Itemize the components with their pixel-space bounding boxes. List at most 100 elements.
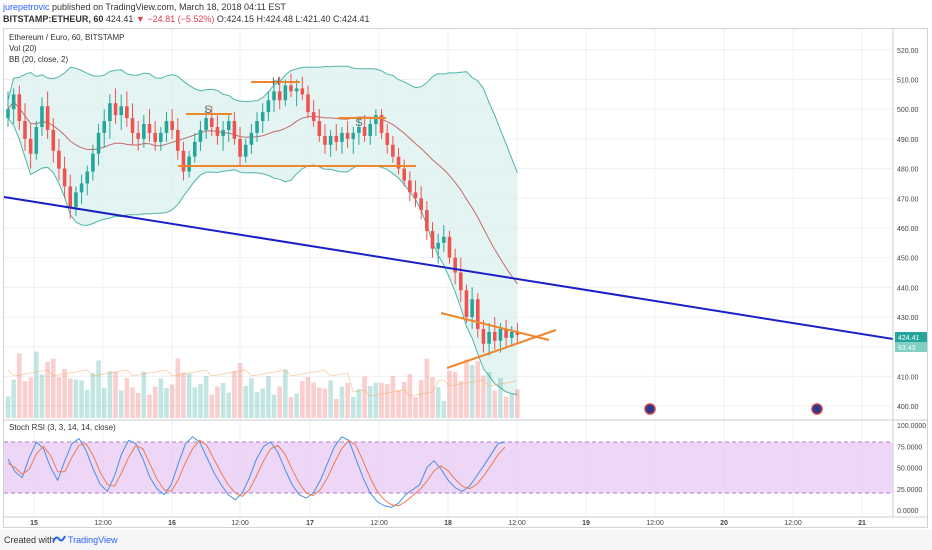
x-tick-label: 12:00 [784, 520, 802, 527]
last-price: 424.41 [105, 14, 134, 24]
author-link[interactable]: jurepetrovic [3, 2, 50, 12]
bb-fill [8, 66, 518, 395]
candle-body [362, 126, 367, 136]
candle-body [28, 138, 33, 154]
candle-body [334, 135, 339, 142]
candle-body [351, 132, 356, 139]
legend-stoch[interactable]: Stoch RSI (3, 3, 14, 14, close) [9, 423, 116, 432]
candle-body [504, 328, 508, 338]
volume-bar [113, 372, 118, 418]
x-tick-label: 12:00 [231, 520, 249, 527]
legend-volume[interactable]: Vol (20) [9, 44, 37, 53]
triangle-lower [446, 329, 557, 369]
volume-bar [164, 388, 169, 418]
candle-body [277, 91, 282, 101]
volume-bar [141, 371, 147, 418]
volume-bar [362, 376, 367, 418]
candle-body [153, 132, 157, 142]
y-tick-label: 440.00 [897, 285, 919, 292]
volume-bar [11, 379, 16, 418]
pattern-marker-label: H [272, 76, 280, 88]
tradingview-brand[interactable]: TradingView [68, 535, 118, 545]
volume-bar [56, 377, 62, 418]
change-down-icon: ▼ [135, 14, 145, 24]
volume-bar [424, 358, 430, 418]
candle-body [283, 85, 288, 101]
volume-bar [39, 374, 45, 418]
volume-bar [379, 383, 384, 418]
volume-bar [34, 351, 39, 418]
candle-body [68, 186, 73, 208]
candle-body [379, 115, 384, 133]
candle-body [396, 156, 401, 169]
volume-bar [107, 371, 113, 418]
volume-bar [84, 390, 90, 418]
candle-body [289, 85, 293, 92]
volume-bar [220, 383, 226, 418]
x-tick-label: 21 [858, 520, 866, 527]
y-tick-label: 490.00 [897, 137, 919, 144]
candle-body [475, 299, 480, 329]
volume-bar [130, 387, 135, 418]
candle-body [447, 236, 452, 258]
chart-frame [3, 28, 928, 528]
volume-bar [475, 361, 481, 418]
candle-body [357, 126, 361, 133]
x-tick-label: 12:00 [94, 520, 112, 527]
legend-bb[interactable]: BB (20, close, 2) [9, 55, 69, 64]
volume-bar [260, 388, 265, 418]
volume-bar [124, 378, 130, 418]
y-tick-label: 460.00 [897, 226, 919, 233]
volume-value-label: 63.43 [898, 345, 916, 352]
volume-bar [356, 389, 362, 418]
volume-bar [430, 377, 435, 418]
volume-bar [226, 392, 232, 418]
candle-body [391, 144, 395, 157]
volume-bar [452, 371, 458, 418]
price-axis: 520.00 510.00 500.00 490.00 480.00 470.00 460.… [892, 29, 927, 517]
volume-bar [147, 394, 152, 418]
candle-body [170, 121, 174, 130]
volume-bar [509, 393, 515, 418]
volume-bar [22, 381, 28, 418]
candle-body [57, 150, 61, 169]
volume-bar [198, 384, 203, 418]
volume-bar [367, 386, 373, 418]
volume-bar [515, 389, 520, 418]
candle-body [442, 236, 446, 243]
volume-bar [288, 397, 294, 418]
legend-title: Ethereum / Euro, 60, BITSTAMP [9, 33, 125, 42]
candle-body [413, 192, 418, 199]
candle-body [402, 168, 406, 181]
candle-body [453, 257, 457, 273]
volume-bars [5, 351, 520, 418]
volume-bar [305, 377, 311, 418]
published-text: published on TradingView.com, March 18, … [49, 2, 286, 12]
stoch-tick-label: 25.0000 [897, 487, 922, 494]
volume-bar [28, 377, 33, 418]
candle-body [51, 129, 56, 151]
candle-body [221, 129, 225, 136]
volume-bar [96, 360, 101, 418]
volume-bar [45, 362, 50, 418]
candle-body [130, 118, 135, 133]
volume-bar [62, 369, 67, 418]
candle-body [243, 144, 248, 157]
candle-body [487, 331, 491, 344]
candle-body [323, 135, 327, 145]
candle-body [345, 132, 350, 139]
ohlc-values: O:424.15 H:424.48 L:421.40 C:424.41 [216, 14, 370, 24]
chart-canvas[interactable]: S H S 520.00 510.00 500.00 490.00 480.00 470.00… [0, 0, 932, 530]
x-tick-label: 19 [582, 520, 590, 527]
event-marker-icon [811, 403, 823, 415]
volume-bar [254, 392, 260, 418]
volume-bar [266, 376, 271, 418]
volume-bar [481, 375, 486, 418]
candle-body [45, 106, 50, 130]
volume-bar [17, 353, 22, 418]
volume-bar [232, 371, 237, 418]
volume-bar [181, 372, 186, 418]
candle-body [215, 126, 220, 136]
change-value: −24.81 (−5.52%) [147, 14, 215, 24]
volume-bar [311, 382, 316, 418]
